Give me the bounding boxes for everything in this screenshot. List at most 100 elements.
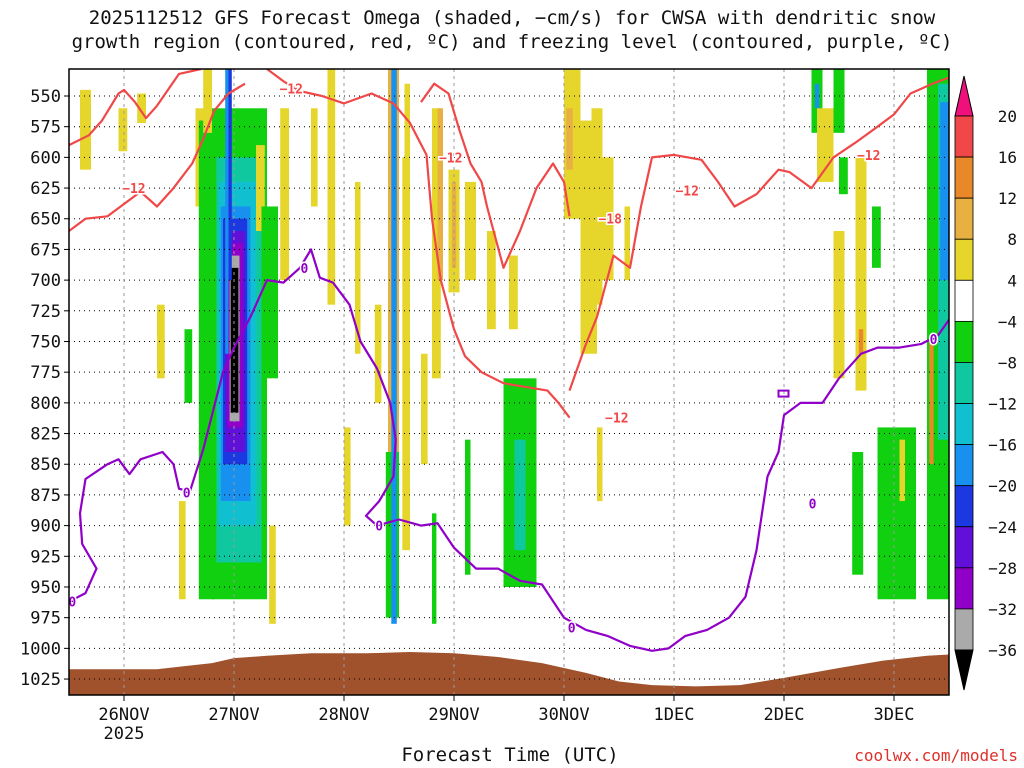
contour-label: −12 — [279, 83, 302, 98]
omega-patch — [465, 181, 476, 281]
omega-patch — [404, 83, 410, 182]
y-tick-label: 575 — [30, 118, 61, 138]
contour-label: 0 — [930, 333, 938, 348]
colorbar-tick-label: 8 — [1007, 230, 1017, 249]
omega-patch — [566, 108, 573, 170]
colorbar-tick-label: −36 — [988, 641, 1017, 660]
omega-patch — [118, 108, 128, 152]
dgz-contour-line — [69, 82, 246, 232]
omega-patch — [487, 231, 496, 330]
omega-patch — [203, 69, 212, 133]
contour-label: 0 — [809, 498, 817, 513]
x-tick-label: 29NOV — [428, 705, 479, 725]
colorbar-tick-label: −28 — [988, 559, 1017, 578]
y-tick-label: 725 — [30, 302, 61, 322]
omega-patch — [940, 102, 949, 281]
contour-label: −12 — [122, 182, 145, 197]
y-tick-label: 950 — [30, 578, 61, 598]
y-tick-label: 700 — [30, 271, 61, 291]
y-tick-label: 975 — [30, 609, 61, 629]
colorbar-tick-label: −20 — [988, 477, 1017, 496]
omega-patch — [852, 451, 864, 575]
colorbar-bottom-triangle — [954, 649, 974, 691]
terrain — [69, 652, 949, 695]
omega-patch — [872, 206, 881, 268]
y-tick-label: 550 — [30, 87, 61, 107]
x-axis: 26NOV 27NOV 28NOV 29NOV 30NOV 1DEC 2DEC 3DEC 202… — [98, 695, 914, 744]
colorbar-tick-label: 4 — [1007, 271, 1017, 290]
colorbar-segment — [954, 279, 974, 322]
omega-patch — [899, 439, 905, 502]
omega-patch — [624, 206, 630, 281]
omega-patch — [225, 69, 229, 354]
omega-patch — [437, 108, 443, 281]
omega-patch — [280, 108, 289, 281]
omega-patch — [509, 255, 518, 330]
contour-label: 0 — [183, 486, 191, 501]
x-year-label: 2025 — [104, 724, 145, 744]
omega-patch — [269, 525, 276, 624]
omega-patch — [230, 267, 239, 413]
dgz-contour-line — [568, 76, 949, 391]
y-tick-label: 850 — [30, 455, 61, 475]
colorbar-segment — [954, 238, 974, 281]
contour-label: 0 — [568, 621, 576, 636]
omega-patch — [256, 145, 265, 232]
omega-patch — [157, 304, 165, 379]
omega-patch — [374, 304, 382, 403]
colorbar-tick-label: −4 — [998, 312, 1017, 331]
contour-label: −12 — [439, 151, 462, 166]
contour-label: 0 — [68, 596, 76, 611]
omega-patch — [402, 157, 410, 551]
colorbar-tick-label: −12 — [988, 395, 1017, 414]
omega-patch — [198, 120, 215, 600]
dgz-contour-line — [69, 69, 202, 147]
omega-patch — [602, 157, 614, 281]
colorbar-tick-label: −32 — [988, 600, 1017, 619]
omega-patch — [179, 501, 186, 600]
x-tick-label: 27NOV — [208, 705, 259, 725]
y-tick-label: 750 — [30, 332, 61, 352]
x-tick-label: 30NOV — [538, 705, 589, 725]
contour-label: −12 — [605, 412, 628, 427]
y-tick-label: 875 — [30, 486, 61, 506]
contour-label: −18 — [598, 213, 622, 228]
colorbar-segment — [954, 444, 974, 487]
omega-patch — [421, 353, 428, 465]
omega-patch — [327, 69, 336, 305]
omega-patch — [817, 108, 834, 182]
contour-labels: −12 −12 −12 −18 −12 −12 −12 0 0 0 0 0 0 0 — [67, 81, 939, 638]
y-tick-label: 1025 — [20, 670, 61, 690]
colorbar-top-triangle — [954, 75, 974, 117]
y-tick-label: 825 — [30, 425, 61, 445]
omega-patch — [929, 341, 934, 465]
colorbar-segment — [954, 320, 974, 363]
colorbar: 20 16 12 8 4 −4 −8 −12 −16 −20 −24 −28 −32 −36 — [954, 75, 1017, 691]
credit-text: coolwx.com/models — [854, 746, 1018, 765]
y-tick-label: 925 — [30, 547, 61, 567]
omega-patch — [344, 427, 351, 526]
y-tick-label: 675 — [30, 240, 61, 260]
omega-patch — [858, 329, 864, 354]
colorbar-segment — [954, 197, 974, 240]
colorbar-tick-label: −24 — [988, 518, 1017, 537]
y-tick-label: 800 — [30, 394, 61, 414]
omega-patch — [465, 439, 471, 575]
y-tick-label: 650 — [30, 210, 61, 230]
omega-patch — [184, 329, 193, 403]
omega-patch — [355, 181, 361, 354]
terrain-area — [69, 652, 949, 695]
omega-patch — [591, 108, 603, 305]
x-tick-label: 1DEC — [654, 705, 695, 725]
freezing-level-contour-line — [69, 248, 949, 652]
omega-patch — [261, 206, 278, 379]
x-tick-label: 28NOV — [318, 705, 369, 725]
chart-title: 2025112512 GFS Forecast Omega (shaded, −… — [71, 7, 953, 53]
omega-patch — [227, 69, 232, 281]
y-tick-label: 775 — [30, 363, 61, 383]
omega-patch — [137, 93, 146, 124]
colorbar-segment — [954, 485, 974, 528]
omega-patch — [391, 69, 397, 624]
y-tick-label: 600 — [30, 148, 61, 168]
